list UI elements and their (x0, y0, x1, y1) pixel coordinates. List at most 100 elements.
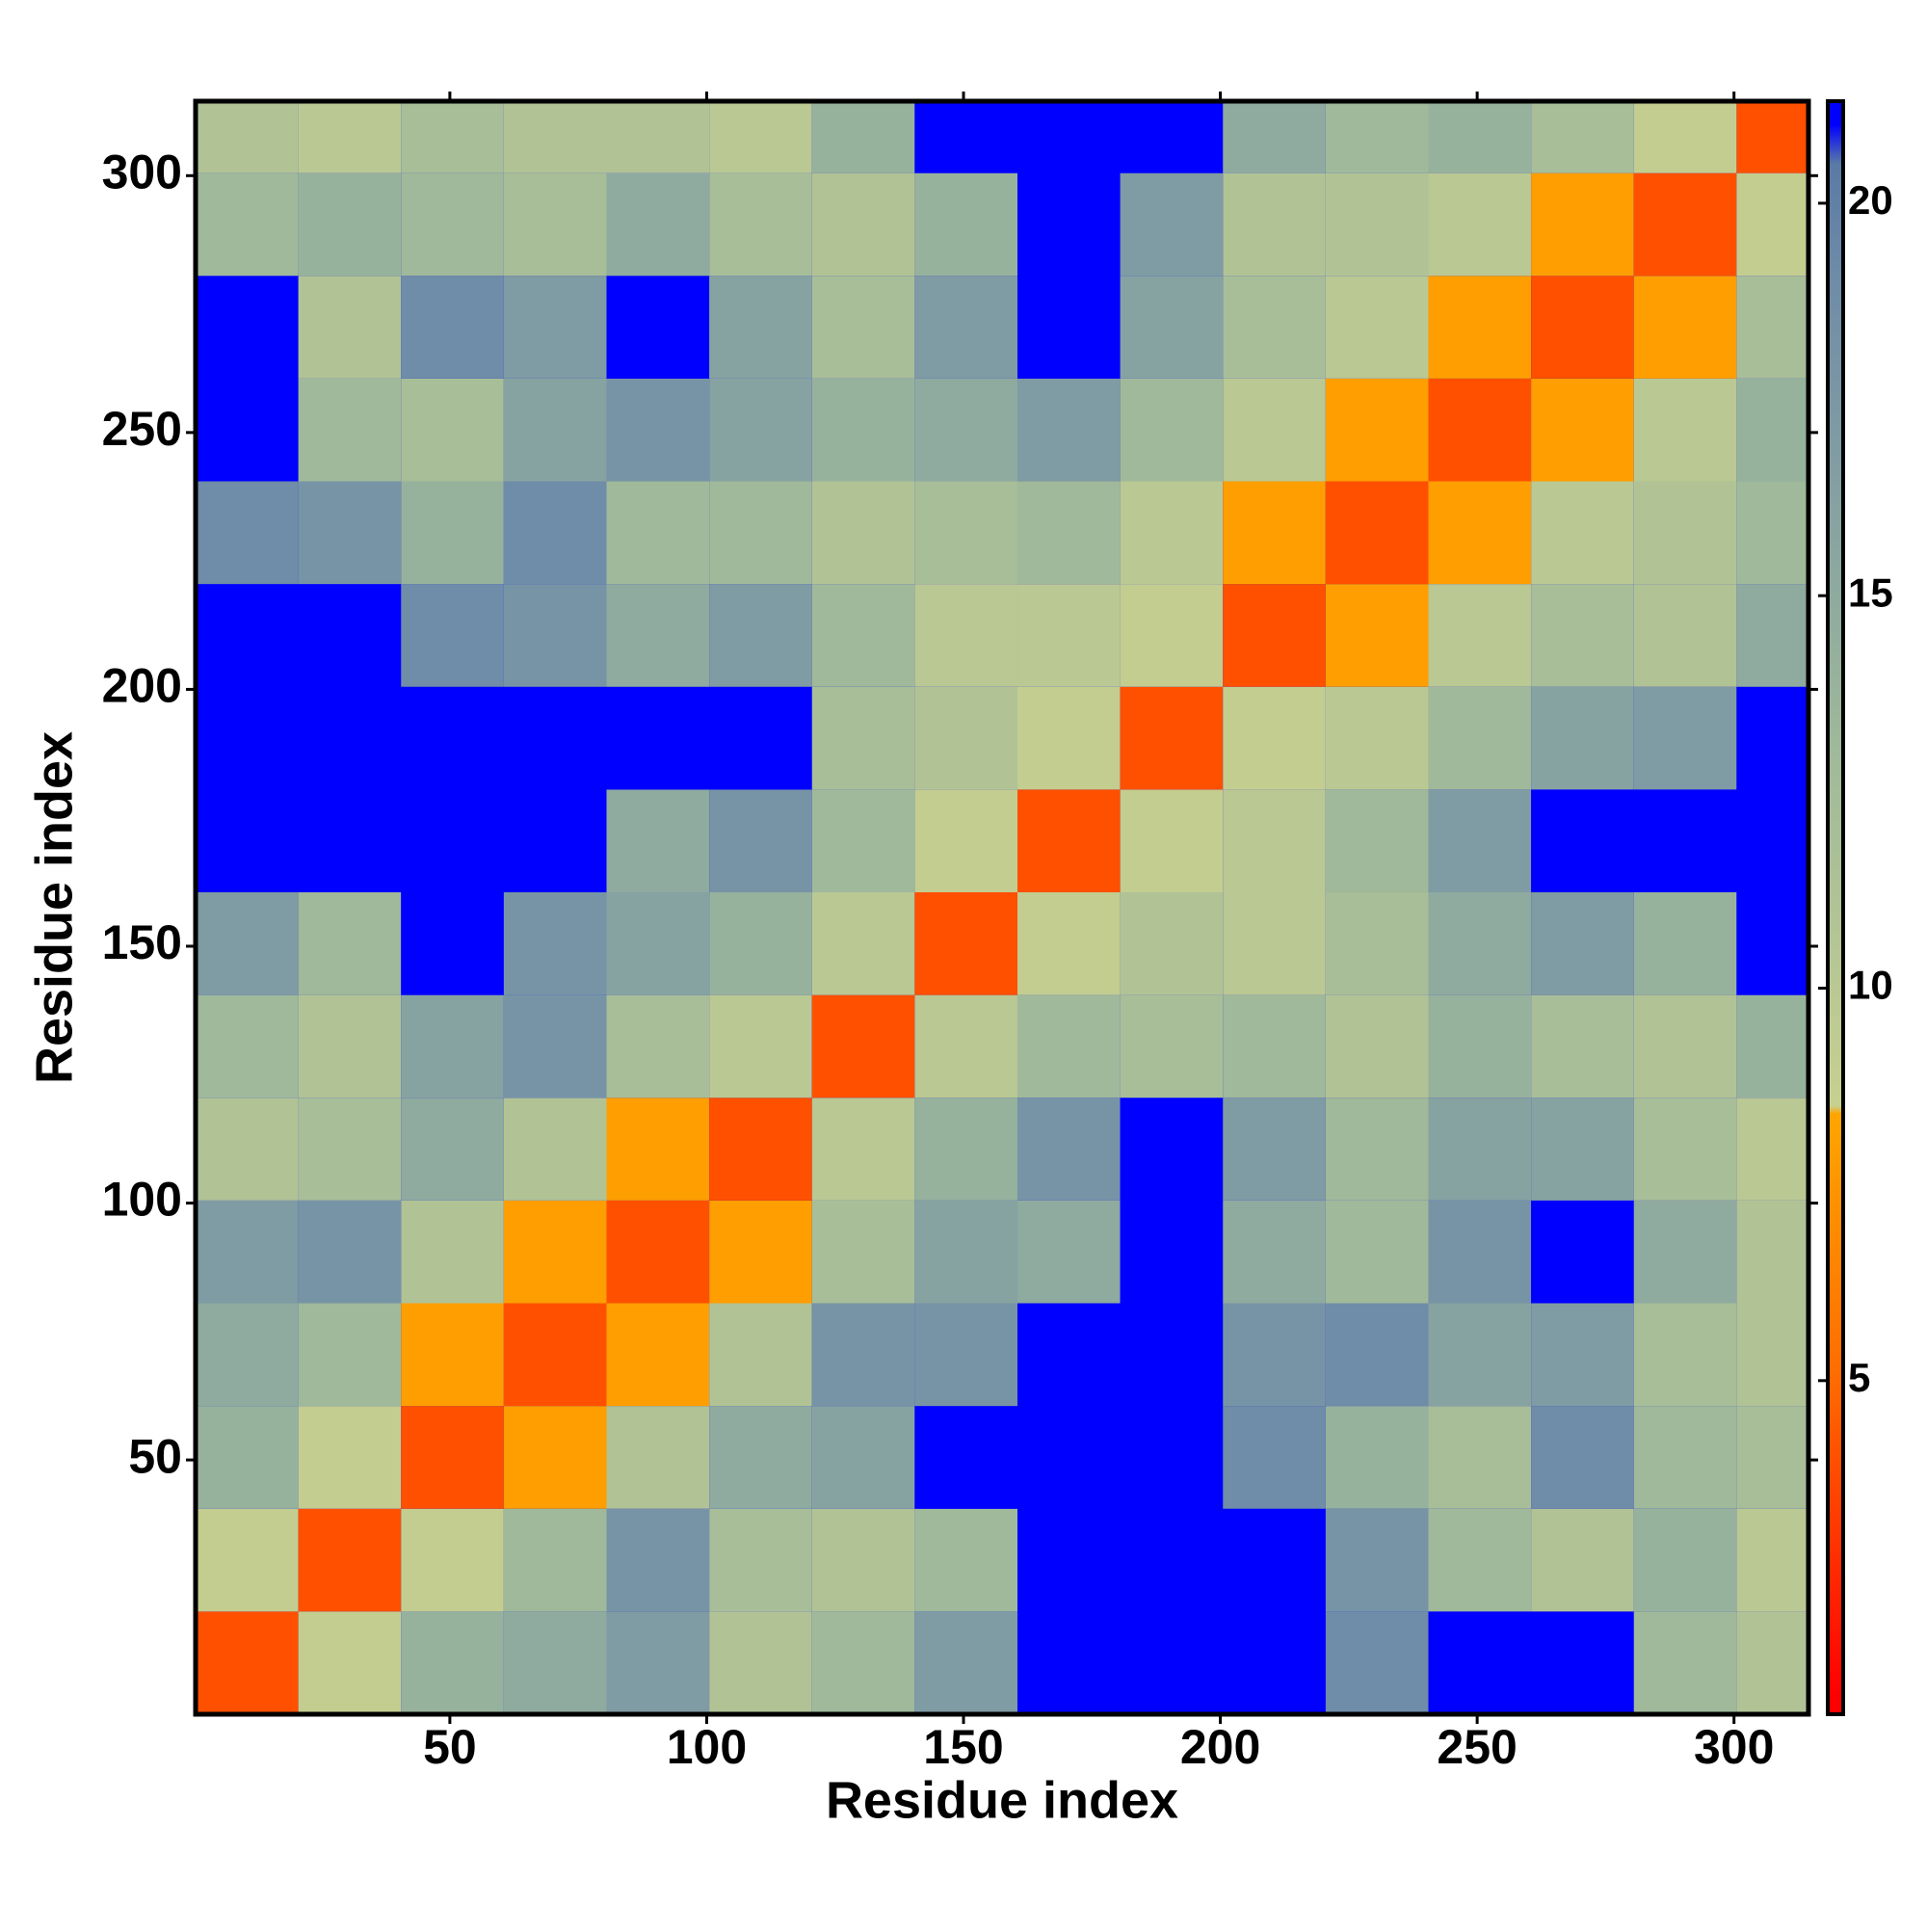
heatmap-cell (1736, 892, 1808, 995)
heatmap-cell (1223, 378, 1326, 482)
heatmap-cell (503, 584, 607, 687)
heatmap-cell (1325, 1406, 1429, 1509)
heatmap-cell (196, 481, 299, 585)
heatmap-cell (1531, 584, 1634, 687)
heatmap-cell (914, 481, 1017, 585)
x-tick-label: 100 (667, 1720, 747, 1774)
heatmap-cell (1531, 994, 1634, 1098)
heatmap-cell (1428, 994, 1532, 1098)
heatmap-cell (1736, 1406, 1808, 1509)
heatmap-cell (1223, 481, 1326, 585)
heatmap-cell (914, 789, 1017, 893)
heatmap-cell (298, 1508, 402, 1612)
heatmap-cell (1531, 789, 1634, 893)
y-tick-label: 300 (102, 146, 182, 199)
heatmap-cell (1325, 481, 1429, 585)
heatmap-cell (811, 686, 915, 790)
heatmap-cell (1428, 686, 1532, 790)
heatmap-cell (606, 172, 710, 277)
heatmap-cell (196, 1303, 299, 1407)
heatmap-cell (1120, 1200, 1224, 1304)
heatmap-cell (811, 584, 915, 687)
heatmap-cell (401, 584, 504, 687)
heatmap-cell (606, 1508, 710, 1612)
heatmap-cell (1120, 994, 1224, 1098)
heatmap-cell (1223, 1098, 1326, 1201)
heatmap-cell (503, 994, 607, 1098)
heatmap-cell (298, 892, 402, 995)
heatmap-cell (606, 994, 710, 1098)
heatmap-cell (1120, 686, 1224, 790)
heatmap-cell (503, 172, 607, 277)
heatmap-cell (1531, 172, 1634, 277)
heatmap-cell (1531, 1611, 1634, 1714)
plot-frame (193, 98, 1811, 1717)
heatmap-cell (1428, 172, 1532, 277)
heatmap-cell (811, 1611, 915, 1714)
heatmap-cell (1428, 378, 1532, 482)
y-tick-label: 150 (102, 915, 182, 969)
heatmap-cell (606, 101, 710, 173)
colorbar-tick-label: 10 (1848, 963, 1893, 1008)
heatmap-cell (401, 1508, 504, 1612)
heatmap-cell (914, 1508, 1017, 1612)
heatmap-cell (196, 686, 299, 790)
heatmap-cell (196, 1508, 299, 1612)
heatmap-cell (196, 584, 299, 687)
heatmap-cell (1016, 892, 1121, 995)
heatmap-cell (709, 276, 812, 379)
heatmap-cell (709, 1303, 812, 1407)
heatmap-cell (1120, 1611, 1224, 1714)
heatmap-cell (1531, 1098, 1634, 1201)
heatmap-cell (1223, 994, 1326, 1098)
heatmap-cell (709, 101, 812, 173)
heatmap-cell (401, 1098, 504, 1201)
heatmap-cell (1736, 101, 1808, 173)
heatmap-cell (914, 584, 1017, 687)
heatmap-cell (196, 1098, 299, 1201)
heatmap-cell (914, 1098, 1017, 1201)
heatmap-cell (1016, 789, 1121, 893)
heatmap-cell (709, 1508, 812, 1612)
y-tick-label: 250 (102, 402, 182, 456)
heatmap-cell (606, 686, 710, 790)
heatmap-cell (1120, 892, 1224, 995)
colorbar (1826, 99, 1845, 1716)
heatmap-cell (709, 378, 812, 482)
heatmap-cell (709, 1098, 812, 1201)
heatmap-cell (1633, 1200, 1737, 1304)
x-tick-label: 200 (1180, 1720, 1260, 1774)
heatmap-cell (298, 378, 402, 482)
heatmap-cell (606, 1200, 710, 1304)
heatmap-cell (196, 994, 299, 1098)
heatmap-cell (709, 994, 812, 1098)
heatmap-cell (1531, 1303, 1634, 1407)
heatmap-cell (1736, 1508, 1808, 1612)
heatmap-cell (1016, 1406, 1121, 1509)
heatmap-cells (196, 101, 1808, 1714)
heatmap-cell (401, 686, 504, 790)
heatmap-cell (1325, 686, 1429, 790)
heatmap-cell (1223, 686, 1326, 790)
heatmap-cell (914, 892, 1017, 995)
heatmap-cell (503, 481, 607, 585)
heatmap-cell (503, 1406, 607, 1509)
heatmap-cell (1428, 789, 1532, 893)
heatmap-cell (1633, 686, 1737, 790)
heatmap-cell (1016, 1508, 1121, 1612)
heatmap-cell (811, 892, 915, 995)
x-axis-title: Residue index (826, 1771, 1178, 1829)
heatmap-cell (401, 276, 504, 379)
heatmap-cell (503, 686, 607, 790)
heatmap-cell (914, 1611, 1017, 1714)
heatmap-cell (1223, 1303, 1326, 1407)
heatmap-cell (811, 172, 915, 277)
heatmap-cell (606, 789, 710, 893)
heatmap-cell (914, 172, 1017, 277)
heatmap-cell (1016, 1303, 1121, 1407)
heatmap-cell (1428, 1098, 1532, 1201)
heatmap-cell (1325, 892, 1429, 995)
heatmap-cell (298, 789, 402, 893)
heatmap-cell (1325, 172, 1429, 277)
